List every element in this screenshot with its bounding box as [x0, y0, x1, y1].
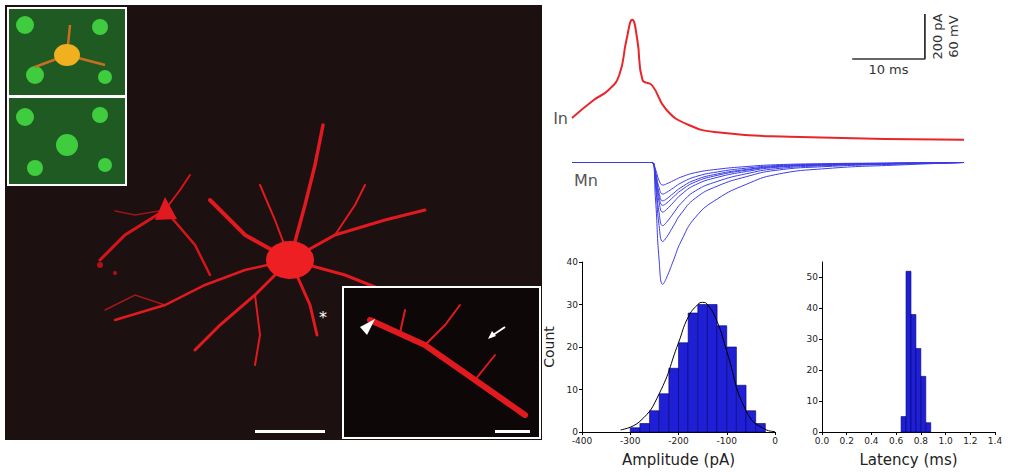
svg-text:-300: -300 [620, 436, 641, 446]
svg-text:Latency (ms): Latency (ms) [859, 451, 957, 469]
svg-text:0.6: 0.6 [889, 436, 904, 446]
svg-text:0.0: 0.0 [815, 436, 830, 446]
svg-text:1.0: 1.0 [938, 436, 953, 446]
svg-text:*: * [319, 308, 327, 327]
svg-text:10 ms: 10 ms [868, 62, 908, 77]
svg-text:40: 40 [807, 303, 819, 313]
svg-text:1.4: 1.4 [988, 436, 1003, 446]
svg-text:200 pA: 200 pA [930, 13, 945, 59]
svg-text:0.2: 0.2 [840, 436, 854, 446]
svg-text:1.2: 1.2 [963, 436, 977, 446]
svg-text:60 mV: 60 mV [946, 15, 961, 57]
svg-text:20: 20 [807, 365, 819, 375]
svg-text:Count: Count [541, 326, 557, 368]
svg-text:0: 0 [812, 427, 818, 437]
svg-text:-100: -100 [717, 436, 738, 446]
svg-text:30: 30 [807, 334, 819, 344]
svg-text:10: 10 [807, 396, 819, 406]
svg-text:50: 50 [807, 272, 819, 282]
svg-text:-400: -400 [572, 436, 593, 446]
svg-text:10: 10 [567, 385, 579, 395]
svg-text:20: 20 [567, 342, 579, 352]
svg-text:0: 0 [572, 427, 578, 437]
svg-text:0.8: 0.8 [914, 436, 929, 446]
svg-text:0: 0 [772, 436, 778, 446]
svg-text:Amplitude (pA): Amplitude (pA) [622, 451, 735, 469]
svg-text:30: 30 [567, 300, 579, 310]
svg-text:Mn: Mn [574, 171, 598, 190]
svg-text:0.4: 0.4 [864, 436, 879, 446]
svg-text:40: 40 [567, 257, 579, 267]
svg-text:-200: -200 [668, 436, 689, 446]
svg-text:In: In [553, 109, 568, 128]
